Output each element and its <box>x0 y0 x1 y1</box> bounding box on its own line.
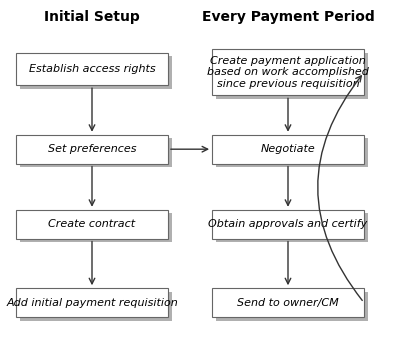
FancyBboxPatch shape <box>216 53 368 99</box>
Text: Negotiate: Negotiate <box>261 144 315 154</box>
FancyBboxPatch shape <box>20 56 172 89</box>
FancyBboxPatch shape <box>212 210 364 239</box>
Text: Initial Setup: Initial Setup <box>44 10 140 24</box>
Text: Create contract: Create contract <box>48 219 136 229</box>
Text: Send to owner/CM: Send to owner/CM <box>237 298 339 308</box>
FancyBboxPatch shape <box>212 135 364 164</box>
FancyBboxPatch shape <box>20 292 172 321</box>
FancyBboxPatch shape <box>216 213 368 242</box>
Text: Establish access rights: Establish access rights <box>29 64 155 74</box>
FancyBboxPatch shape <box>16 288 168 317</box>
Text: Obtain approvals and certify: Obtain approvals and certify <box>208 219 368 229</box>
FancyBboxPatch shape <box>20 138 172 167</box>
FancyBboxPatch shape <box>212 49 364 95</box>
FancyBboxPatch shape <box>16 210 168 239</box>
FancyBboxPatch shape <box>16 135 168 164</box>
Text: Create payment application
based on work accomplished
since previous requisition: Create payment application based on work… <box>207 56 369 89</box>
FancyBboxPatch shape <box>216 138 368 167</box>
FancyBboxPatch shape <box>216 292 368 321</box>
Text: Every Payment Period: Every Payment Period <box>202 10 374 24</box>
FancyBboxPatch shape <box>20 213 172 242</box>
Text: Add initial payment requisition: Add initial payment requisition <box>6 298 178 308</box>
FancyBboxPatch shape <box>16 53 168 85</box>
Text: Set preferences: Set preferences <box>48 144 136 154</box>
FancyBboxPatch shape <box>212 288 364 317</box>
